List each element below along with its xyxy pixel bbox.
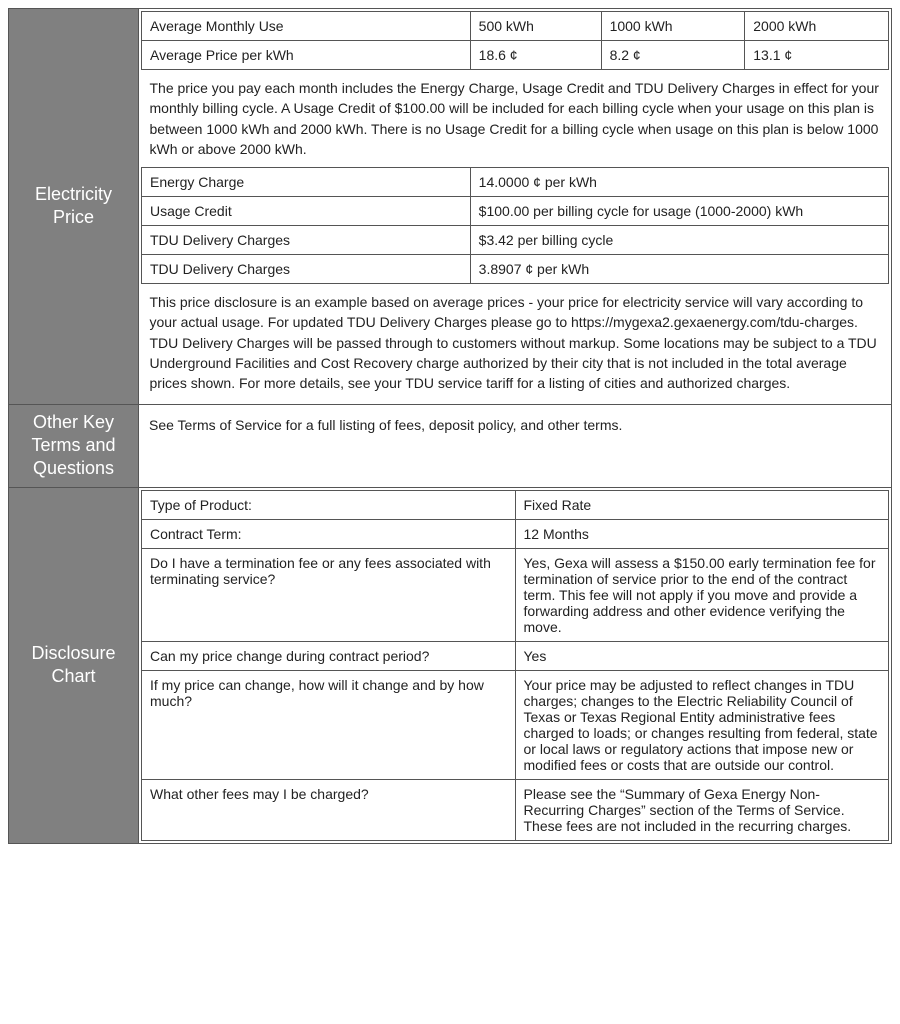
question: Do I have a termination fee or any fees … [142, 548, 516, 641]
table-row: What other fees may I be charged? Please… [142, 779, 889, 840]
disclosure-table: Type of Product: Fixed Rate Contract Ter… [141, 490, 889, 841]
answer: Yes [515, 641, 889, 670]
cell: 1000 kWh [601, 12, 745, 41]
disclosure-label: Disclosure Chart [9, 487, 139, 843]
cell: Average Price per kWh [142, 41, 471, 70]
cell: 13.1 ¢ [745, 41, 889, 70]
efl-document: Electricity Price Average Monthly Use 50… [8, 8, 892, 844]
question: Contract Term: [142, 519, 516, 548]
electricity-price-body: Average Monthly Use 500 kWh 1000 kWh 200… [139, 9, 892, 405]
cell: 18.6 ¢ [470, 41, 601, 70]
table-row: TDU Delivery Charges 3.8907 ¢ per kWh [142, 255, 889, 284]
answer: Please see the “Summary of Gexa Energy N… [515, 779, 889, 840]
question: If my price can change, how will it chan… [142, 670, 516, 779]
cell: TDU Delivery Charges [142, 226, 471, 255]
cell: 3.8907 ¢ per kWh [470, 255, 888, 284]
cell: $100.00 per billing cycle for usage (100… [470, 197, 888, 226]
electricity-price-section: Electricity Price Average Monthly Use 50… [9, 9, 892, 405]
cell: 8.2 ¢ [601, 41, 745, 70]
cell: $3.42 per billing cycle [470, 226, 888, 255]
answer: Fixed Rate [515, 490, 889, 519]
table-row: Average Price per kWh 18.6 ¢ 8.2 ¢ 13.1 … [142, 41, 889, 70]
charges-table: Energy Charge 14.0000 ¢ per kWh Usage Cr… [141, 167, 889, 401]
table-row: Can my price change during contract peri… [142, 641, 889, 670]
price-paragraph-1: The price you pay each month includes th… [142, 70, 889, 168]
cell: TDU Delivery Charges [142, 255, 471, 284]
cell: Average Monthly Use [142, 12, 471, 41]
table-row: Contract Term: 12 Months [142, 519, 889, 548]
other-key-text: See Terms of Service for a full listing … [141, 407, 889, 443]
table-row: Usage Credit $100.00 per billing cycle f… [142, 197, 889, 226]
other-key-body: See Terms of Service for a full listing … [139, 404, 892, 487]
table-row: TDU Delivery Charges $3.42 per billing c… [142, 226, 889, 255]
electricity-price-label: Electricity Price [9, 9, 139, 405]
table-row: If my price can change, how will it chan… [142, 670, 889, 779]
table-row: Type of Product: Fixed Rate [142, 490, 889, 519]
question: Type of Product: [142, 490, 516, 519]
cell: Usage Credit [142, 197, 471, 226]
disclosure-body: Type of Product: Fixed Rate Contract Ter… [139, 487, 892, 843]
price-paragraph-2: This price disclosure is an example base… [142, 284, 889, 402]
cell: 14.0000 ¢ per kWh [470, 168, 888, 197]
question: Can my price change during contract peri… [142, 641, 516, 670]
answer: Yes, Gexa will assess a $150.00 early te… [515, 548, 889, 641]
cell: 500 kWh [470, 12, 601, 41]
answer: Your price may be adjusted to reflect ch… [515, 670, 889, 779]
other-key-section: Other Key Terms and Questions See Terms … [9, 404, 892, 487]
usage-table: Average Monthly Use 500 kWh 1000 kWh 200… [141, 11, 889, 167]
table-row: Average Monthly Use 500 kWh 1000 kWh 200… [142, 12, 889, 41]
answer: 12 Months [515, 519, 889, 548]
cell: Energy Charge [142, 168, 471, 197]
table-row: Energy Charge 14.0000 ¢ per kWh [142, 168, 889, 197]
table-row: Do I have a termination fee or any fees … [142, 548, 889, 641]
question: What other fees may I be charged? [142, 779, 516, 840]
disclosure-section: Disclosure Chart Type of Product: Fixed … [9, 487, 892, 843]
cell: 2000 kWh [745, 12, 889, 41]
other-key-label: Other Key Terms and Questions [9, 404, 139, 487]
